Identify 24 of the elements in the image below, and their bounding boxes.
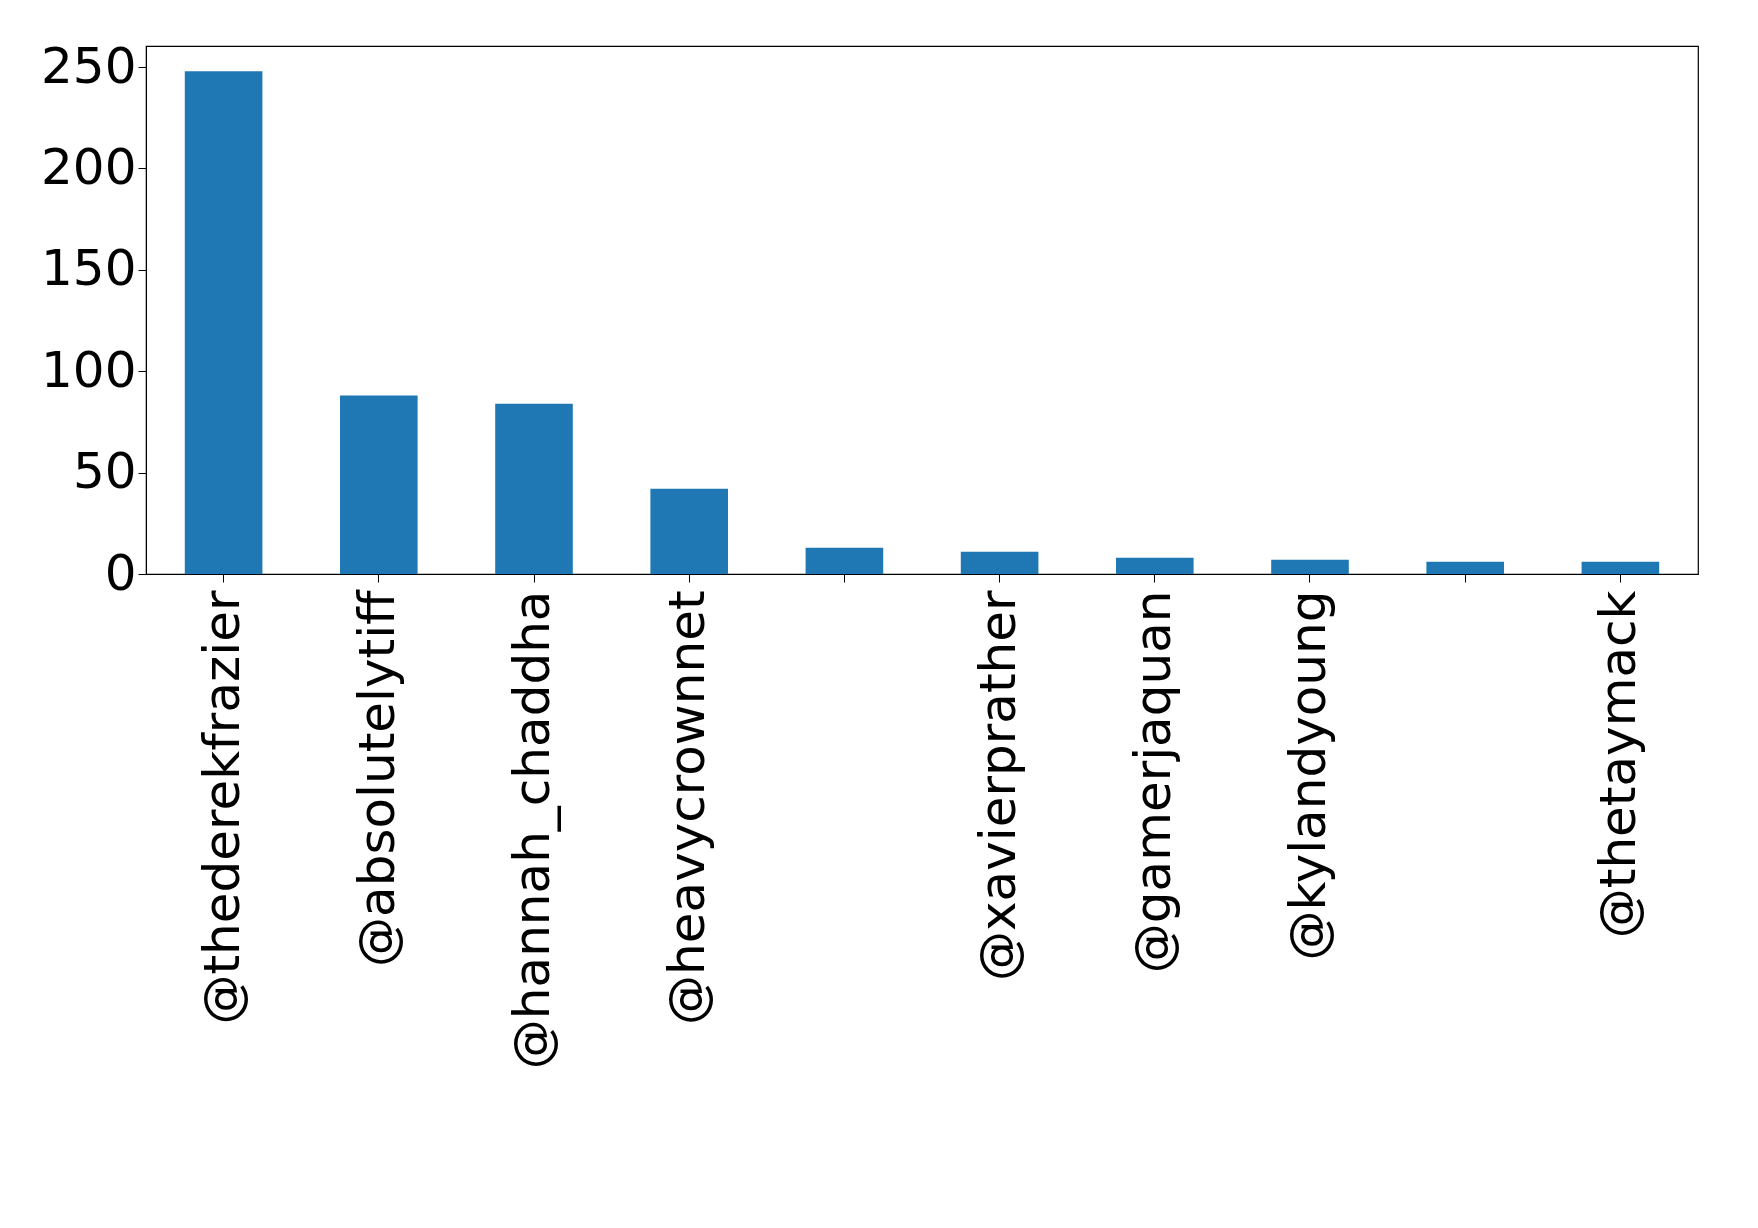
x-tick-label: @xavierprather: [968, 590, 1027, 982]
x-tick-label: @heavycrownnet: [658, 590, 717, 1025]
bar: [1271, 559, 1349, 574]
y-tick-label: 150: [41, 239, 137, 298]
y-tick-label: 100: [41, 340, 137, 399]
y-tick-label: 50: [72, 442, 137, 501]
bar: [1581, 561, 1660, 574]
bar: [1426, 561, 1504, 574]
x-tick-label: @gamerjaquan: [1123, 590, 1182, 974]
x-tick-label: @thetaymack: [1589, 590, 1648, 939]
y-tick-label: 0: [104, 543, 137, 602]
x-tick-label: @hannah_chaddha: [503, 590, 561, 1070]
x-tick-label: @kylandyoung: [1279, 590, 1337, 961]
bar: [495, 403, 573, 574]
bar: [805, 547, 884, 574]
bar: [184, 71, 263, 574]
x-tick-label: @absolutelytiff: [347, 588, 406, 967]
x-tick-label: @thederekfrazier: [192, 590, 251, 1025]
bar: [1116, 557, 1194, 574]
bar: [340, 395, 418, 574]
bar: [960, 551, 1039, 574]
y-tick-label: 200: [41, 137, 137, 196]
bar: [650, 488, 728, 574]
y-tick-label: 250: [41, 36, 137, 95]
